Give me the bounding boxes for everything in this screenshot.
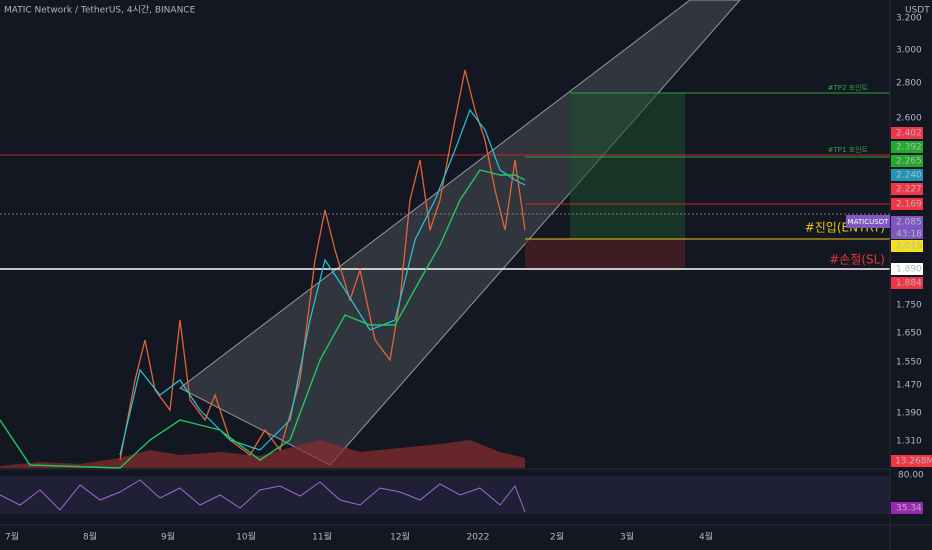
rsi bbox=[0, 479, 526, 513]
price-label: 2.392 bbox=[896, 143, 922, 153]
time-label: 12월 bbox=[390, 531, 410, 543]
price-tag bbox=[891, 183, 923, 195]
price-label: 2.800 bbox=[896, 79, 922, 89]
rsi-tag bbox=[891, 502, 923, 514]
time-label: 11월 bbox=[312, 531, 332, 543]
symbol-label: MATICUSDT bbox=[848, 218, 889, 226]
volume-label: 13.268M bbox=[895, 457, 932, 467]
loss-zone bbox=[525, 239, 685, 269]
price-tag bbox=[891, 169, 923, 181]
price-label: 2.240 bbox=[896, 171, 922, 181]
tp1-label: #TP1 포인트 bbox=[828, 145, 869, 154]
volume bbox=[0, 440, 525, 468]
rsi-label: 80.00 bbox=[898, 471, 924, 481]
sl-label: #손절(SL) bbox=[829, 253, 885, 267]
time-label: 8월 bbox=[83, 531, 97, 543]
price-label: 3.200 bbox=[896, 14, 922, 24]
countdown-tag bbox=[891, 228, 923, 239]
price-label: 1.550 bbox=[896, 358, 922, 368]
price-label: 2.265 bbox=[896, 157, 922, 167]
price-tag bbox=[891, 155, 923, 167]
time-label: 3월 bbox=[620, 531, 634, 543]
rsi-band bbox=[0, 476, 890, 514]
symbol-tag bbox=[846, 215, 890, 228]
price-tag bbox=[891, 141, 923, 153]
tp2-label: #TP2 포인트 bbox=[828, 83, 869, 92]
profit-zone bbox=[570, 93, 685, 239]
price-label: 1.470 bbox=[896, 381, 922, 391]
price-tag bbox=[891, 277, 923, 289]
price-tag bbox=[891, 263, 923, 275]
price-tag bbox=[891, 198, 923, 210]
price-label: 2.015 bbox=[896, 242, 922, 252]
price-label: 1.650 bbox=[896, 329, 922, 339]
chart-title: MATIC Network / TetherUS, 4시간, BINANCE bbox=[4, 5, 196, 16]
price-label: 2.402 bbox=[896, 129, 922, 139]
price-label: 1.750 bbox=[896, 301, 922, 311]
price-label: 1.890 bbox=[896, 265, 922, 275]
price-tag bbox=[891, 216, 923, 228]
price-label: 2.227 bbox=[896, 185, 922, 195]
time-label: 4월 bbox=[699, 531, 713, 543]
price-label: 1.884 bbox=[896, 279, 922, 289]
time-label: 10월 bbox=[236, 531, 256, 543]
volume-tag bbox=[891, 455, 932, 467]
price-tag bbox=[891, 240, 923, 252]
price bbox=[119, 69, 526, 461]
price-axis: 3.200 3.000 2.800 2.600 2.402 2.392 2.265 2.240… bbox=[891, 14, 932, 514]
ema-fast bbox=[119, 108, 526, 456]
time-label: 2022 bbox=[467, 533, 490, 543]
price-label: 2.600 bbox=[896, 114, 922, 124]
time-label: 7월 bbox=[5, 531, 19, 543]
price-tag bbox=[891, 127, 923, 139]
time-axis: 7월 8월 9월 10월 11월 12월 2022 2월 3월 4월 bbox=[5, 531, 713, 543]
price-label: 1.310 bbox=[896, 437, 922, 447]
price-label: 1.390 bbox=[896, 409, 922, 419]
price-label: 3.000 bbox=[896, 46, 922, 56]
rsi-value: 35.34 bbox=[896, 504, 922, 514]
currency: USDT bbox=[905, 6, 930, 16]
time-label: 2월 bbox=[550, 531, 564, 543]
price-label: 2.085 bbox=[896, 218, 922, 228]
time-label: 9월 bbox=[161, 531, 175, 543]
countdown: 43:18 bbox=[896, 230, 922, 240]
price-label: 2.169 bbox=[896, 200, 922, 210]
ema-slow bbox=[0, 169, 526, 469]
